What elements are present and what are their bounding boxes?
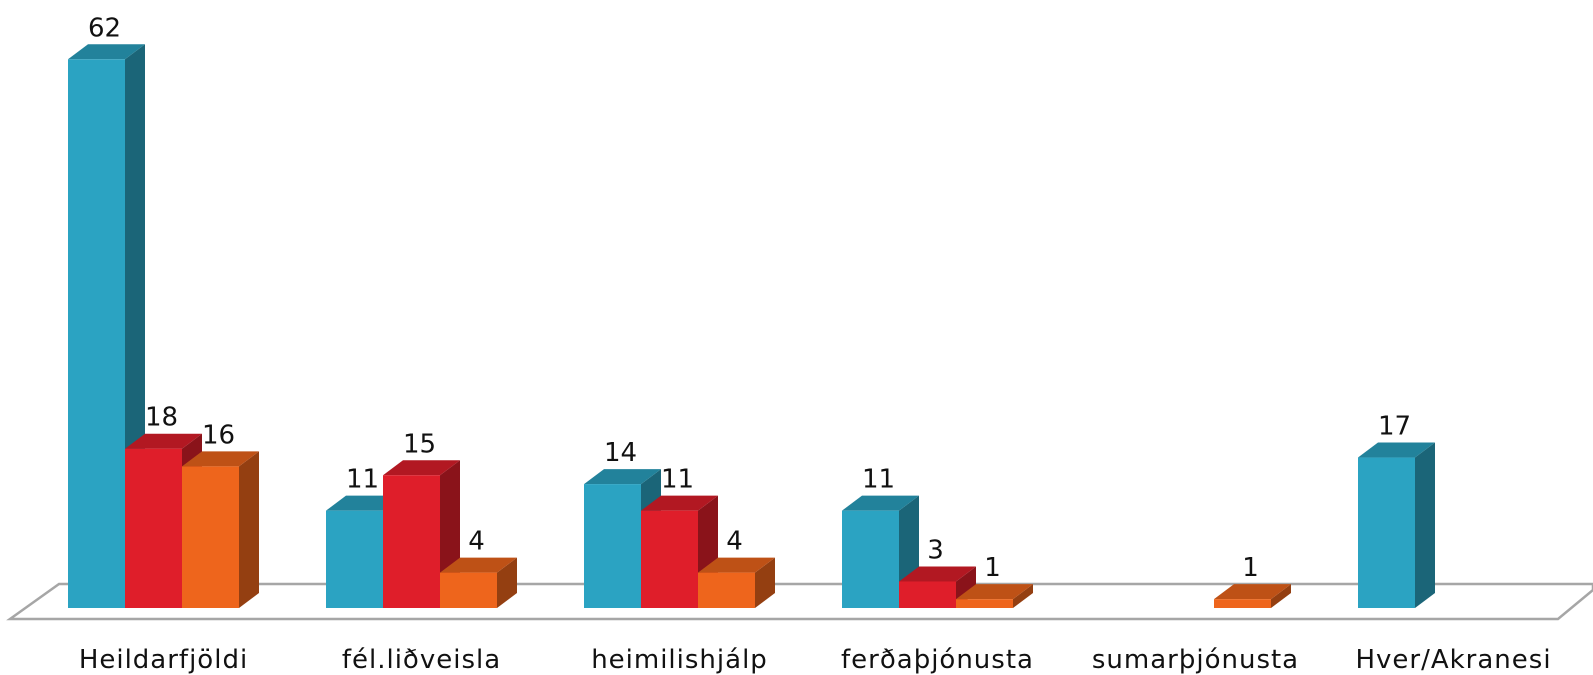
bar-front (326, 510, 383, 608)
bar-front (584, 484, 641, 608)
category-label-0: Heildarfjöldi (79, 645, 248, 675)
bar-side (1415, 442, 1435, 608)
bar-top (641, 495, 718, 511)
bar-top (68, 44, 145, 60)
data-label-2-0: 14 (604, 438, 637, 468)
bar-side (497, 557, 517, 608)
data-label-2-1: 11 (661, 465, 694, 495)
bar-3-1 (899, 566, 976, 608)
category-label-3: ferðaþjónusta (841, 645, 1034, 675)
category-labels-layer: Heildarfjöldi fél.liðveisla heimilishjálp f… (79, 645, 1551, 675)
bar-front (68, 59, 125, 609)
bar-side (1013, 584, 1033, 608)
bar-front (1214, 599, 1271, 608)
data-label-0-1: 18 (145, 403, 178, 433)
bar-front (383, 475, 440, 608)
bar-top (698, 557, 775, 573)
bar-3-2 (956, 584, 1033, 608)
bar-0-2 (182, 451, 259, 608)
data-label-4-2: 1 (1242, 553, 1259, 583)
bar-4-2 (1214, 584, 1291, 608)
bar-front (1358, 457, 1415, 608)
data-label-2-2: 4 (726, 527, 743, 557)
bar-1-2 (440, 557, 517, 608)
bar-side (1271, 584, 1291, 608)
bar-5-0 (1358, 442, 1435, 608)
data-label-5-0: 17 (1378, 412, 1411, 442)
category-label-5: Hver/Akranesi (1355, 645, 1551, 675)
category-label-1: fél.liðveisla (342, 645, 501, 675)
bar-side (239, 451, 259, 608)
bar-top (956, 584, 1033, 600)
bar-top (899, 566, 976, 582)
data-label-3-0: 11 (862, 465, 895, 495)
data-label-0-2: 16 (202, 420, 235, 450)
bar-side (755, 557, 775, 608)
bar-top (1358, 442, 1435, 458)
bar-top (125, 433, 202, 449)
bar-top (182, 451, 259, 467)
bars-layer (68, 44, 1435, 609)
chart-floor (6, 582, 1593, 621)
bar-top (584, 469, 661, 485)
bar-front (899, 581, 956, 608)
bar-front (698, 572, 755, 608)
bar-front (956, 599, 1013, 608)
bar-2-2 (698, 557, 775, 608)
bar-top (842, 495, 919, 511)
data-label-1-1: 15 (403, 429, 436, 459)
category-label-2: heimilishjálp (591, 645, 768, 675)
data-label-3-1: 3 (927, 535, 944, 565)
bar-front (641, 510, 698, 608)
bar-front (842, 510, 899, 608)
bar-front (182, 466, 239, 608)
data-label-1-2: 4 (468, 527, 485, 557)
data-label-3-2: 1 (984, 553, 1001, 583)
floor-plane (6, 582, 1593, 621)
bar-top (440, 557, 517, 573)
bar-front (125, 448, 182, 608)
category-label-4: sumarþjónusta (1092, 645, 1299, 675)
bar-front (440, 572, 497, 608)
data-label-0-0: 62 (88, 13, 121, 43)
bar-top (1214, 584, 1291, 600)
bar-top (383, 460, 460, 476)
data-label-1-0: 11 (346, 465, 379, 495)
